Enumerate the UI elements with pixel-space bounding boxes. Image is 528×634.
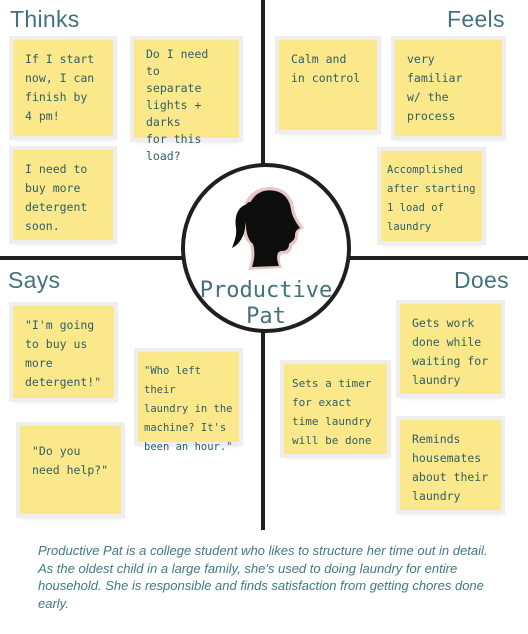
sticky-note: "Who left their laundry in the machine? … xyxy=(138,352,239,453)
sticky-note: Reminds housemates about their laundry xyxy=(400,420,501,510)
woman-profile-silhouette-icon xyxy=(232,186,304,270)
note-text: I need to buy more detergent soon. xyxy=(25,162,88,233)
note-text: "Do you need help?" xyxy=(32,444,109,477)
sticky-note: Do I need to separate lights + darks for… xyxy=(134,40,239,163)
persona-name: Productive Pat xyxy=(199,278,333,329)
note-text: Calm and in control xyxy=(291,52,361,85)
does-label: Does xyxy=(454,267,509,293)
says-label: Says xyxy=(8,267,61,293)
feels-label: Feels xyxy=(447,6,505,32)
sticky-note: Accomplished after starting 1 load of la… xyxy=(381,151,482,241)
thinks-label: Thinks xyxy=(10,6,80,32)
sticky-note: very familiar w/ the process xyxy=(395,40,502,136)
note-text: "Who left their laundry in the machine? … xyxy=(144,365,233,453)
note-text: Do I need to separate lights + darks for… xyxy=(146,47,209,163)
note-text: Gets work done while waiting for laundry xyxy=(412,316,489,387)
sticky-note: Calm and in control xyxy=(279,40,377,130)
note-text: Reminds housemates about their laundry xyxy=(412,432,489,503)
sticky-note: If I start now, I can finish by 4 pm! xyxy=(13,40,113,136)
sticky-note: I need to buy more detergent soon. xyxy=(13,150,113,240)
sticky-note: Sets a timer for exact time laundry will… xyxy=(284,364,387,454)
persona-description: Productive Pat is a college student who … xyxy=(38,543,488,611)
note-text: "I'm going to buy us more detergent!" xyxy=(25,318,102,389)
sticky-note: "Do you need help?" xyxy=(20,426,121,514)
note-text: Sets a timer for exact time laundry will… xyxy=(292,377,372,447)
sticky-note: "I'm going to buy us more detergent!" xyxy=(13,306,114,398)
note-text: very familiar w/ the process xyxy=(407,52,463,123)
note-text: If I start now, I can finish by 4 pm! xyxy=(25,52,95,123)
note-text: Accomplished after starting 1 load of la… xyxy=(387,164,476,233)
sticky-note: Gets work done while waiting for laundry xyxy=(400,304,501,394)
